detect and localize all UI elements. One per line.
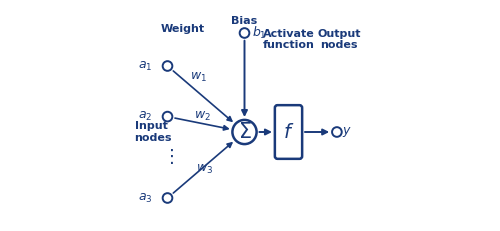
Text: Activate
function: Activate function: [262, 29, 314, 50]
Circle shape: [162, 61, 172, 71]
Text: $\Sigma$: $\Sigma$: [238, 122, 252, 142]
Text: Weight: Weight: [161, 24, 205, 33]
Text: $w_3$: $w_3$: [196, 163, 214, 176]
Text: $y$: $y$: [342, 125, 351, 139]
Circle shape: [162, 193, 172, 203]
Text: Output
nodes: Output nodes: [318, 29, 361, 50]
Text: $f$: $f$: [283, 122, 294, 142]
Circle shape: [232, 120, 256, 144]
Text: $\vdots$: $\vdots$: [162, 147, 173, 166]
Circle shape: [162, 112, 172, 122]
Circle shape: [240, 28, 250, 38]
Text: Bias: Bias: [232, 16, 258, 26]
Text: $b_1$: $b_1$: [252, 25, 267, 41]
Text: $a_1$: $a_1$: [138, 59, 152, 73]
Text: $a_3$: $a_3$: [138, 191, 153, 204]
Text: $w_1$: $w_1$: [190, 70, 207, 84]
Text: $w_2$: $w_2$: [194, 110, 211, 123]
FancyBboxPatch shape: [275, 105, 302, 159]
Circle shape: [332, 127, 342, 137]
Text: $a_2$: $a_2$: [138, 110, 152, 123]
Text: Input
nodes: Input nodes: [134, 121, 172, 143]
